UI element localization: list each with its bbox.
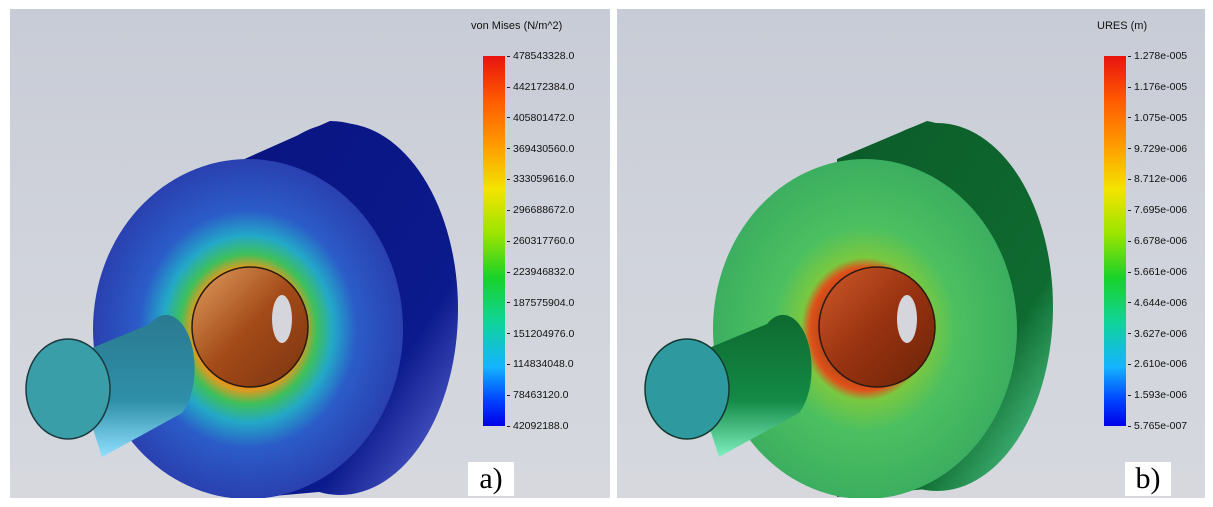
legend-tick-label: 78463120.0 bbox=[507, 389, 568, 401]
legend-tick-label: 1.075e-005 bbox=[1128, 112, 1187, 124]
legend-tick-label: 5.765e-007 bbox=[1128, 420, 1187, 432]
legend-tick-label: 8.712e-006 bbox=[1128, 173, 1187, 185]
legend-title: von Mises (N/m^2) bbox=[471, 20, 563, 32]
legend-tick-label: 1.593e-006 bbox=[1128, 389, 1187, 401]
legend-tick-label: 114834048.0 bbox=[507, 358, 574, 370]
shaft-end-face bbox=[25, 338, 111, 440]
legend-tick-label: 1.176e-005 bbox=[1128, 81, 1187, 93]
legend-tick-list: 478543328.0 442172384.0 405801472.0 3694305… bbox=[507, 50, 610, 432]
legend-tick-label: 296688672.0 bbox=[507, 204, 574, 216]
legend-tick-label: 3.627e-006 bbox=[1128, 328, 1187, 340]
legend-tick-label: 5.661e-006 bbox=[1128, 266, 1187, 278]
legend-tick-label: 9.729e-006 bbox=[1128, 143, 1187, 155]
legend-tick-label: 442172384.0 bbox=[507, 81, 574, 93]
legend-tick-label: 405801472.0 bbox=[507, 112, 574, 124]
legend-tick-label: 187575904.0 bbox=[507, 297, 574, 309]
fea-model-stress-view bbox=[25, 121, 458, 498]
legend-colorbar bbox=[1104, 56, 1126, 426]
legend-tick-label: 2.610e-006 bbox=[1128, 358, 1187, 370]
legend-tick-label: 333059616.0 bbox=[507, 173, 574, 185]
legend-title: URES (m) bbox=[1097, 20, 1148, 32]
bore-through bbox=[272, 295, 292, 343]
legend-tick-label: 478543328.0 bbox=[507, 50, 574, 62]
panel-label: a) bbox=[468, 462, 514, 496]
legend-tick-label: 7.695e-006 bbox=[1128, 204, 1187, 216]
legend-tick-label: 42092188.0 bbox=[507, 420, 568, 432]
shaft-end-face bbox=[644, 338, 730, 440]
legend-tick-label: 6.678e-006 bbox=[1128, 235, 1187, 247]
legend-tick-list: 1.278e-005 1.176e-005 1.075e-005 9.729e-006… bbox=[1128, 50, 1205, 432]
panel-a-von-mises: von Mises (N/m^2) 478543328.0 442172384.0… bbox=[10, 9, 610, 498]
legend-tick-label: 4.644e-006 bbox=[1128, 297, 1187, 309]
legend-tick-label: 260317760.0 bbox=[507, 235, 574, 247]
fea-model-displacement-view bbox=[644, 121, 1053, 498]
legend-colorbar bbox=[483, 56, 505, 426]
panel-b-displacement: URES (m) 1.278e-005 1.176e-005 1.075e-005 9… bbox=[617, 9, 1205, 498]
bore-hole bbox=[818, 266, 936, 388]
panel-label: b) bbox=[1125, 462, 1171, 496]
legend-tick-label: 223946832.0 bbox=[507, 266, 574, 278]
bore-through bbox=[897, 295, 917, 343]
legend-tick-label: 1.278e-005 bbox=[1128, 50, 1187, 62]
legend-tick-label: 151204976.0 bbox=[507, 328, 574, 340]
legend-tick-label: 369430560.0 bbox=[507, 143, 574, 155]
shaft-body bbox=[70, 314, 195, 457]
